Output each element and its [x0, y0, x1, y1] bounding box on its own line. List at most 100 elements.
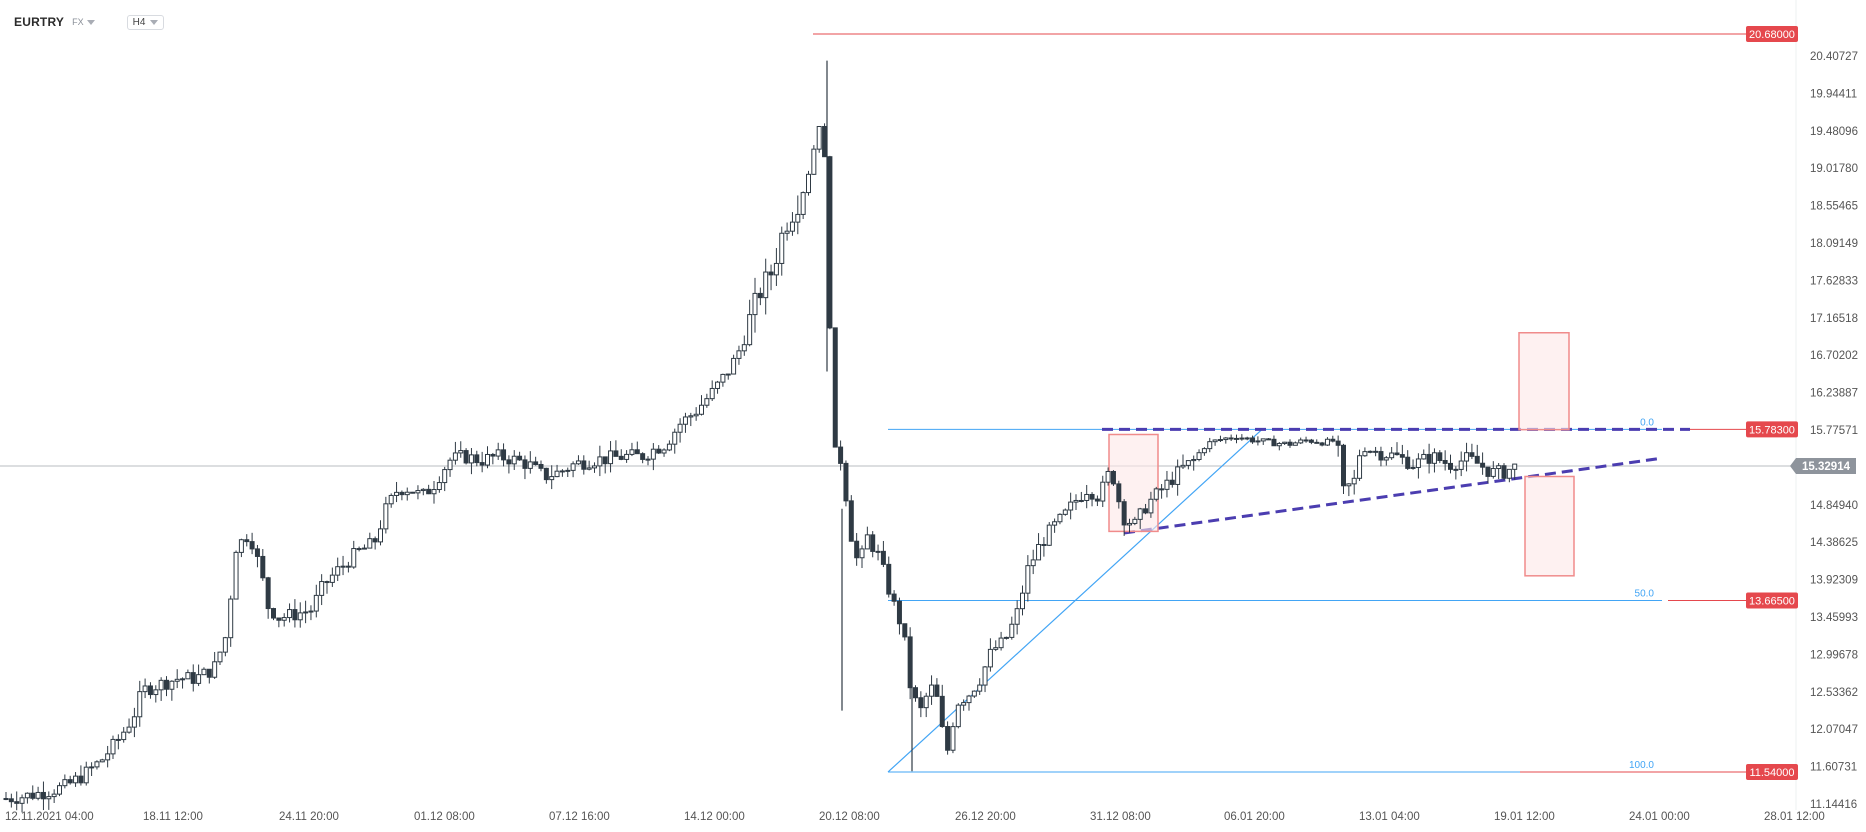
x-tick-label: 26.12 20:00 — [955, 811, 1016, 823]
candle-body — [404, 491, 410, 496]
candle-body — [35, 791, 41, 799]
candle-body — [1052, 521, 1058, 526]
candle-body — [62, 779, 68, 787]
candle-body — [1137, 508, 1143, 520]
candle-body — [388, 494, 394, 505]
timeframe-selector[interactable]: H4 — [126, 14, 165, 30]
candle-body — [773, 262, 779, 276]
candle-body — [768, 271, 774, 276]
candle-body — [1292, 442, 1298, 446]
current-price-label: 15.32914 — [1802, 461, 1851, 473]
candle-body — [292, 609, 298, 621]
candle-body — [340, 565, 346, 568]
candle-body — [982, 666, 988, 686]
candle-body — [1116, 483, 1122, 503]
candle-body — [1014, 608, 1020, 625]
candle-body — [1025, 565, 1031, 594]
candle-body — [859, 548, 865, 559]
candle-body — [811, 148, 817, 175]
y-tick-label: 17.16518 — [1810, 313, 1858, 325]
candle-body — [1084, 493, 1090, 501]
candle-body — [1464, 452, 1470, 462]
market-label: FX — [72, 17, 84, 27]
candle-body — [1308, 439, 1314, 443]
candle-body — [110, 738, 116, 755]
candle-body — [158, 679, 164, 691]
candle-body — [169, 680, 175, 690]
candle-body — [249, 541, 255, 550]
candle-body — [78, 775, 84, 784]
candle-body — [1298, 439, 1304, 444]
candle-body — [650, 448, 656, 460]
candle-body — [1073, 499, 1079, 503]
candle-body — [474, 454, 480, 464]
candle-body — [1319, 442, 1325, 446]
candle-body — [40, 791, 46, 800]
candle-body — [677, 423, 683, 433]
x-tick-label: 28.01 12:00 — [1764, 811, 1825, 823]
candle-body — [527, 461, 533, 469]
candle-body — [378, 528, 383, 543]
candle-body — [479, 462, 485, 466]
candle-body — [14, 801, 20, 804]
symbol-label[interactable]: EURTRY — [14, 15, 65, 29]
candle-body — [217, 651, 223, 663]
candle-body — [463, 450, 469, 464]
candle-body — [1148, 498, 1154, 514]
candle-body — [618, 455, 624, 460]
candle-body — [624, 453, 630, 460]
y-tick-label: 14.84940 — [1810, 500, 1858, 512]
candle-body — [372, 538, 378, 543]
candle-body — [1223, 437, 1229, 441]
candle-body — [431, 489, 437, 495]
candle-body — [870, 534, 876, 552]
candle-body — [367, 538, 373, 549]
trendline — [887, 428, 1263, 773]
x-tick-label: 07.12 16:00 — [549, 811, 610, 823]
candle-body — [1009, 623, 1015, 638]
candle-body — [89, 766, 95, 769]
candle-body — [666, 443, 672, 451]
candle-body — [351, 548, 357, 568]
y-tick-label: 11.60731 — [1810, 762, 1857, 774]
y-tick-label: 15.77571 — [1810, 425, 1858, 437]
market-selector[interactable]: FX — [72, 17, 95, 27]
candle-body — [1175, 466, 1181, 485]
candle-body — [993, 647, 999, 650]
candle-body — [131, 716, 137, 728]
candle-body — [913, 687, 918, 699]
candle-body — [1346, 483, 1352, 487]
candle-body — [164, 679, 169, 690]
candle-body — [276, 617, 282, 621]
candle-body — [806, 173, 811, 194]
candle-body — [661, 449, 667, 454]
candle-body — [891, 593, 897, 602]
y-tick-label: 19.48096 — [1810, 126, 1858, 138]
x-tick-label: 24.11 20:00 — [279, 811, 339, 823]
candle-body — [458, 450, 464, 454]
candle-body — [961, 702, 967, 706]
candle-body — [1373, 450, 1379, 453]
candle-body — [324, 581, 330, 584]
candle-body — [602, 456, 608, 465]
y-tick-label: 19.94411 — [1810, 88, 1857, 100]
candle-body — [222, 637, 228, 653]
candle-body — [1330, 438, 1336, 442]
candle-body — [83, 766, 89, 784]
candle-body — [586, 467, 592, 470]
candle-body — [554, 470, 560, 478]
pattern-height-box — [1108, 433, 1159, 533]
candle-body — [356, 548, 362, 551]
fib-level-label: 0.0 — [1640, 417, 1654, 428]
y-tick-label: 13.92309 — [1810, 575, 1858, 587]
candle-body — [1020, 592, 1025, 610]
candle-body — [977, 684, 983, 692]
candle-body — [575, 460, 581, 465]
candle-body — [254, 548, 260, 557]
candle-body — [1159, 488, 1165, 491]
candle-body — [1201, 448, 1207, 454]
candle-body — [1431, 452, 1437, 464]
candle-body — [907, 636, 913, 689]
candle-body — [51, 793, 57, 798]
